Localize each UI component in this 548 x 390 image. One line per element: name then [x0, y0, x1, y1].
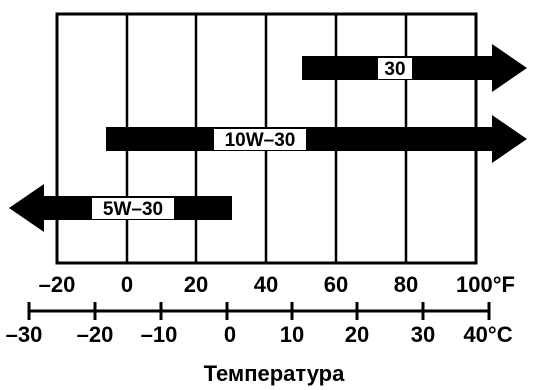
celsius-tick-label: –30 — [6, 322, 43, 347]
fahrenheit-tick-label: 60 — [324, 272, 348, 297]
arrow-shape — [302, 44, 527, 92]
celsius-tick-label: 30 — [411, 322, 435, 347]
celsius-labels: –30 –20 –10 0 10 20 30 40°C — [6, 322, 513, 347]
arrow-10w-30: 10W–30 — [106, 115, 527, 163]
arrow-label-box — [92, 198, 174, 219]
arrow-label: 30 — [384, 59, 405, 80]
arrow-label: 5W–30 — [103, 199, 163, 220]
arrow-label-box — [214, 129, 306, 150]
diagram-title: Температура — [203, 361, 345, 386]
celsius-tick-label: –20 — [77, 322, 114, 347]
fahrenheit-tick-label: 100°F — [456, 272, 515, 297]
fahrenheit-tick-label: –20 — [39, 272, 76, 297]
arrow-30: 30 — [302, 44, 527, 92]
arrow-label-box — [378, 58, 412, 79]
celsius-tick-label: –10 — [141, 322, 178, 347]
arrow-label: 10W–30 — [225, 130, 296, 151]
celsius-tick-label: 40°C — [463, 322, 512, 347]
fahrenheit-tick-label: 0 — [121, 272, 133, 297]
fahrenheit-tick-label: 20 — [184, 272, 208, 297]
fahrenheit-tick-label: 40 — [254, 272, 278, 297]
arrow-shape — [106, 115, 527, 163]
fahrenheit-axis: –20 0 20 40 60 80 100°F — [39, 272, 515, 297]
celsius-tick-label: 0 — [224, 322, 236, 347]
celsius-axis — [27, 302, 491, 320]
celsius-tick-label: 10 — [280, 322, 304, 347]
celsius-tick-label: 20 — [345, 322, 369, 347]
arrow-5w-30: 5W–30 — [9, 184, 232, 232]
fahrenheit-tick-label: 80 — [394, 272, 418, 297]
